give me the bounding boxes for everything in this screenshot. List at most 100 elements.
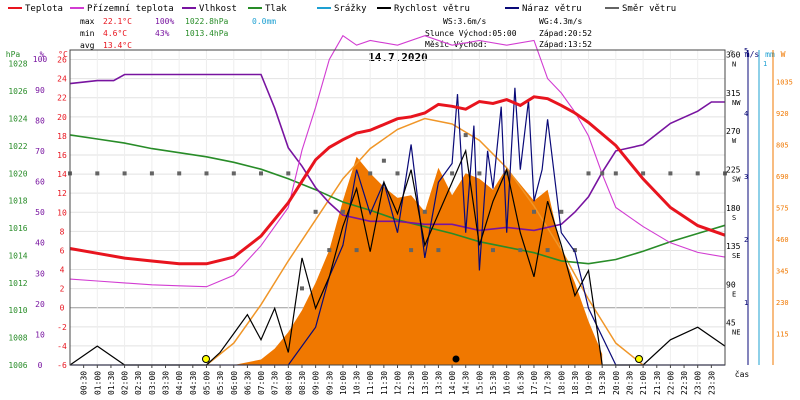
tick-solar: 920 [776, 110, 789, 118]
tick-time: 20:30 [625, 371, 634, 395]
tick-celsius: 8 [60, 227, 65, 236]
wind-direction-point [572, 248, 577, 253]
axis-title-direction: ° [729, 49, 734, 58]
axis-title-hpa: hPa [6, 50, 21, 59]
tick-time: 08:30 [298, 371, 307, 395]
stat-temp: 22.1°C [103, 17, 132, 26]
legend-label: Náraz větru [522, 4, 582, 14]
tick-time: 13:30 [434, 371, 443, 395]
stat-temp: 13.4°C [103, 41, 132, 50]
tick-ms: 3 [744, 173, 748, 181]
tick-percent: 60 [35, 178, 45, 187]
wind-direction-point [286, 171, 291, 176]
axis-title-solar: W [781, 50, 786, 59]
tick-direction: 270 [726, 127, 741, 136]
wind-direction-point [95, 171, 100, 176]
tick-percent: 50 [35, 208, 45, 217]
tick-time: 08:00 [284, 371, 293, 395]
tick-solar: 805 [776, 142, 789, 150]
wind-direction-point [600, 171, 605, 176]
tick-time: 02:30 [134, 371, 143, 395]
tick-direction: 180 [726, 204, 741, 213]
tick-time: 22:00 [666, 371, 675, 395]
tick-hpa: 1010 [8, 306, 27, 315]
tick-time: 06:00 [230, 371, 239, 395]
solar-theoretical-line [206, 117, 644, 366]
tick-direction: 360 [726, 51, 741, 60]
tick-hpa: 1028 [8, 60, 27, 69]
wind-speed-line [69, 148, 726, 366]
sunrise-marker [202, 355, 210, 363]
tick-time: 05:30 [216, 371, 225, 395]
tick-solar: 690 [776, 173, 789, 181]
tick-time: 19:30 [598, 371, 607, 395]
tick-time: 15:30 [489, 371, 498, 395]
tick-time: 04:30 [189, 371, 198, 395]
tick-direction-name: SW [732, 175, 741, 183]
wind-direction-point [177, 171, 182, 176]
tick-celsius: 16 [57, 151, 67, 160]
wind-direction-point [668, 171, 673, 176]
wind-direction-point [409, 248, 414, 253]
legend-label: Srážky [334, 4, 367, 14]
tick-direction-name: N [732, 61, 736, 69]
tick-rain: 1 [763, 60, 767, 68]
tick-hpa: 1016 [8, 224, 27, 233]
tick-solar: 575 [776, 205, 789, 213]
legend-label: Tlak [265, 4, 287, 14]
pressure-line [69, 134, 726, 265]
tick-direction: 135 [726, 242, 741, 251]
wind-direction-point [231, 171, 236, 176]
tick-time: 22:30 [680, 371, 689, 395]
tick-celsius: 22 [57, 94, 67, 103]
tick-time: 04:00 [175, 371, 184, 395]
stat-humidity: 43% [155, 29, 170, 38]
tick-direction: 225 [726, 165, 741, 174]
stat-pressure: 1022.8hPa [185, 17, 229, 26]
stat-label: min [80, 29, 95, 38]
temperature-line [69, 95, 726, 266]
tick-celsius: -2 [57, 323, 67, 332]
tick-solar: 230 [776, 299, 789, 307]
tick-direction: 315 [726, 89, 741, 98]
tick-time: 07:30 [271, 371, 280, 395]
tick-direction-name: W [732, 137, 737, 145]
wind-direction-point [532, 209, 536, 214]
wind-direction-point [340, 209, 345, 214]
tick-time: 13:00 [421, 371, 430, 395]
legend-label: Teplota [25, 4, 63, 14]
tick-time: 18:30 [571, 371, 580, 395]
sunset-marker [635, 355, 643, 363]
tick-time: 09:00 [312, 371, 321, 395]
wind-direction-point [559, 209, 564, 214]
tick-celsius: 4 [60, 266, 65, 275]
wind-direction-point [477, 171, 482, 176]
tick-percent: 40 [35, 239, 45, 248]
tick-time: 03:30 [162, 371, 171, 395]
wind-direction-point [450, 171, 455, 176]
wind-direction-point [641, 171, 646, 176]
wind-direction-point [491, 248, 495, 253]
tick-time: 07:00 [257, 371, 266, 395]
legend-label: Přízemní teplota [87, 4, 174, 14]
moonset-marker [452, 355, 460, 363]
axis-title-mm: mm [765, 50, 775, 59]
chart-legend: Teplota Přízemní teplota Vlhkost Tlak Srážky… [8, 4, 676, 14]
stat-label: avg [80, 41, 95, 50]
tick-time: 16:00 [503, 371, 512, 395]
tick-percent: 0 [38, 361, 43, 370]
tick-celsius: 10 [57, 208, 67, 217]
tick-percent: 10 [35, 330, 45, 339]
tick-celsius: -6 [57, 361, 67, 370]
tick-time: 14:30 [462, 371, 471, 395]
tick-time: 00:30 [80, 371, 89, 395]
tick-celsius: -4 [57, 342, 67, 351]
tick-hpa: 1026 [8, 87, 27, 96]
tick-time: 12:30 [407, 371, 416, 395]
tick-celsius: 26 [57, 56, 67, 65]
tick-time: 10:30 [353, 371, 362, 395]
stat-rain: 0.0mm [252, 17, 276, 26]
tick-solar: 345 [776, 268, 789, 276]
humidity-line [69, 73, 725, 232]
tick-time: 11:30 [380, 371, 389, 395]
